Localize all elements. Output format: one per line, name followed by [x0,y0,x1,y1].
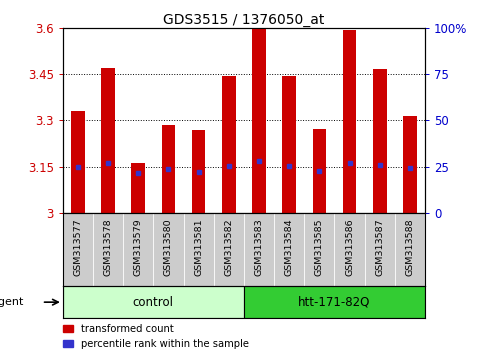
Text: agent: agent [0,297,24,307]
Bar [313,129,326,213]
Bar [283,76,296,213]
Bar [244,286,425,318]
Text: GSM313577: GSM313577 [73,218,83,276]
Bar [63,286,244,318]
Text: GSM313587: GSM313587 [375,218,384,276]
Text: GSM313585: GSM313585 [315,218,324,276]
Bar [131,164,145,213]
Title: GDS3515 / 1376050_at: GDS3515 / 1376050_at [163,13,325,27]
Text: GSM313579: GSM313579 [134,218,143,276]
Bar [222,76,236,213]
Bar [373,69,386,213]
Legend: transformed count, percentile rank within the sample: transformed count, percentile rank withi… [63,324,249,349]
Text: GSM313584: GSM313584 [284,218,294,276]
Text: GSM313582: GSM313582 [224,218,233,276]
Bar [192,130,205,213]
Bar [162,125,175,213]
Bar [101,68,115,213]
Bar [252,29,266,213]
Text: GSM313581: GSM313581 [194,218,203,276]
Text: GSM313583: GSM313583 [255,218,264,276]
Bar [71,111,85,213]
Text: GSM313580: GSM313580 [164,218,173,276]
Text: GSM313588: GSM313588 [405,218,414,276]
Text: GSM313578: GSM313578 [103,218,113,276]
Bar [343,30,356,213]
Text: GSM313586: GSM313586 [345,218,354,276]
Text: htt-171-82Q: htt-171-82Q [298,296,370,309]
Text: control: control [133,296,174,309]
Bar [403,116,417,213]
